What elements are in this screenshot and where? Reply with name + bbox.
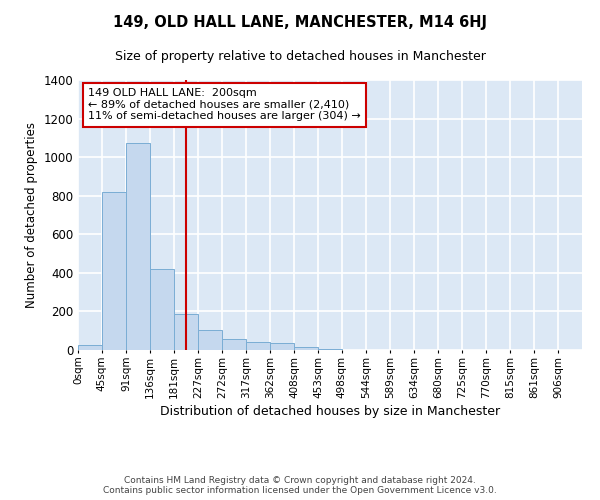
Y-axis label: Number of detached properties: Number of detached properties xyxy=(25,122,38,308)
Bar xyxy=(174,314,198,350)
Text: 149 OLD HALL LANE:  200sqm
← 89% of detached houses are smaller (2,410)
11% of s: 149 OLD HALL LANE: 200sqm ← 89% of detac… xyxy=(88,88,361,122)
Bar xyxy=(246,342,270,350)
Bar xyxy=(222,339,246,350)
Bar xyxy=(126,142,150,350)
Bar xyxy=(199,330,222,350)
Text: 149, OLD HALL LANE, MANCHESTER, M14 6HJ: 149, OLD HALL LANE, MANCHESTER, M14 6HJ xyxy=(113,15,487,30)
Text: Contains HM Land Registry data © Crown copyright and database right 2024.
Contai: Contains HM Land Registry data © Crown c… xyxy=(103,476,497,495)
Bar xyxy=(318,349,342,350)
Bar xyxy=(78,345,102,350)
Bar xyxy=(294,347,318,350)
Bar xyxy=(270,344,293,350)
Bar xyxy=(102,192,125,350)
X-axis label: Distribution of detached houses by size in Manchester: Distribution of detached houses by size … xyxy=(160,404,500,417)
Bar xyxy=(150,269,174,350)
Text: Size of property relative to detached houses in Manchester: Size of property relative to detached ho… xyxy=(115,50,485,63)
